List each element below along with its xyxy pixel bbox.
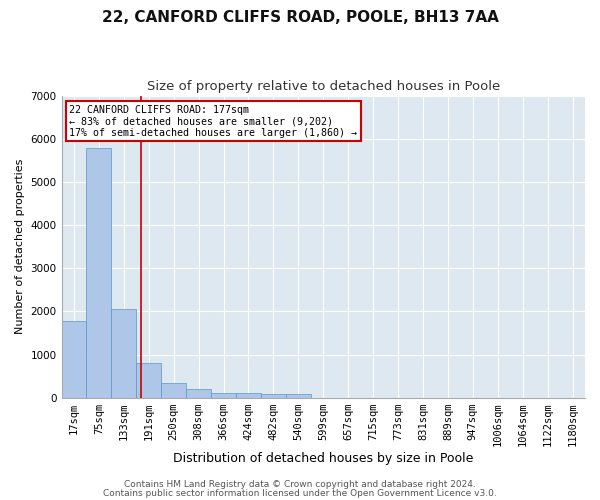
Text: Contains HM Land Registry data © Crown copyright and database right 2024.: Contains HM Land Registry data © Crown c…: [124, 480, 476, 489]
Bar: [136, 364, 161, 398]
Bar: [186, 389, 211, 398]
Text: 22 CANFORD CLIFFS ROAD: 177sqm
← 83% of detached houses are smaller (9,202)
17% : 22 CANFORD CLIFFS ROAD: 177sqm ← 83% of …: [70, 104, 358, 138]
Bar: [211, 392, 236, 398]
Text: 22, CANFORD CLIFFS ROAD, POOLE, BH13 7AA: 22, CANFORD CLIFFS ROAD, POOLE, BH13 7AA: [101, 10, 499, 25]
Y-axis label: Number of detached properties: Number of detached properties: [15, 159, 25, 334]
Text: Contains public sector information licensed under the Open Government Licence v3: Contains public sector information licen…: [103, 488, 497, 498]
Bar: [261, 394, 286, 398]
Title: Size of property relative to detached houses in Poole: Size of property relative to detached ho…: [146, 80, 500, 93]
Bar: [112, 309, 136, 398]
Bar: [286, 394, 311, 398]
Bar: [86, 148, 112, 398]
Bar: [236, 394, 261, 398]
X-axis label: Distribution of detached houses by size in Poole: Distribution of detached houses by size …: [173, 452, 473, 465]
Bar: [161, 383, 186, 398]
Bar: [62, 321, 86, 398]
